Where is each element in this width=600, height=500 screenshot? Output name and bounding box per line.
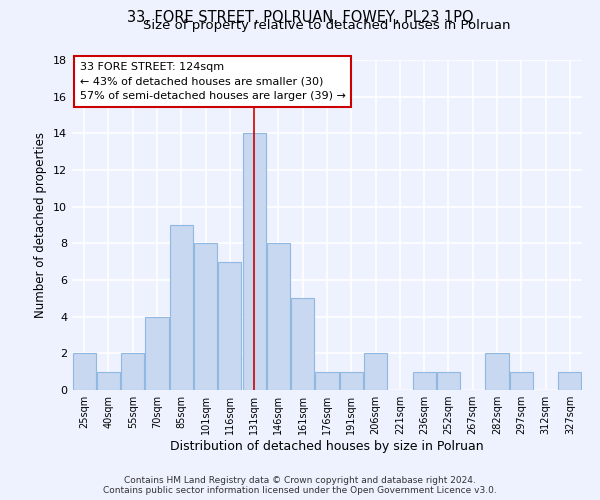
Bar — [145, 316, 169, 390]
Bar — [170, 225, 193, 390]
Bar — [437, 372, 460, 390]
Bar — [340, 372, 363, 390]
Bar — [510, 372, 533, 390]
Bar — [73, 354, 95, 390]
Bar — [485, 354, 509, 390]
Text: 33 FORE STREET: 124sqm
← 43% of detached houses are smaller (30)
57% of semi-det: 33 FORE STREET: 124sqm ← 43% of detached… — [80, 62, 346, 101]
Bar — [291, 298, 314, 390]
Text: 33, FORE STREET, POLRUAN, FOWEY, PL23 1PQ: 33, FORE STREET, POLRUAN, FOWEY, PL23 1P… — [127, 10, 473, 25]
Y-axis label: Number of detached properties: Number of detached properties — [34, 132, 47, 318]
Bar — [267, 244, 290, 390]
Bar — [242, 134, 266, 390]
X-axis label: Distribution of detached houses by size in Polruan: Distribution of detached houses by size … — [170, 440, 484, 453]
Bar — [97, 372, 120, 390]
Bar — [413, 372, 436, 390]
Text: Contains HM Land Registry data © Crown copyright and database right 2024.
Contai: Contains HM Land Registry data © Crown c… — [103, 476, 497, 495]
Bar — [316, 372, 338, 390]
Title: Size of property relative to detached houses in Polruan: Size of property relative to detached ho… — [143, 20, 511, 32]
Bar — [121, 354, 144, 390]
Bar — [364, 354, 387, 390]
Bar — [559, 372, 581, 390]
Bar — [218, 262, 241, 390]
Bar — [194, 244, 217, 390]
